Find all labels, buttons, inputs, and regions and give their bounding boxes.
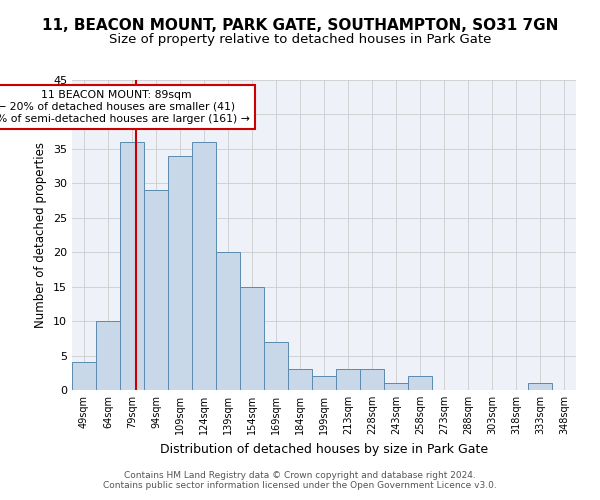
Bar bbox=[360, 370, 384, 390]
Bar bbox=[312, 376, 336, 390]
Y-axis label: Number of detached properties: Number of detached properties bbox=[34, 142, 47, 328]
Bar bbox=[168, 156, 192, 390]
Bar bbox=[264, 342, 288, 390]
Text: 11, BEACON MOUNT, PARK GATE, SOUTHAMPTON, SO31 7GN: 11, BEACON MOUNT, PARK GATE, SOUTHAMPTON… bbox=[42, 18, 558, 32]
Bar bbox=[288, 370, 312, 390]
Bar bbox=[192, 142, 216, 390]
Text: Contains HM Land Registry data © Crown copyright and database right 2024.
Contai: Contains HM Land Registry data © Crown c… bbox=[103, 470, 497, 490]
Bar bbox=[528, 383, 552, 390]
Bar bbox=[216, 252, 240, 390]
X-axis label: Distribution of detached houses by size in Park Gate: Distribution of detached houses by size … bbox=[160, 442, 488, 456]
Bar bbox=[96, 321, 120, 390]
Text: 11 BEACON MOUNT: 89sqm
← 20% of detached houses are smaller (41)
80% of semi-det: 11 BEACON MOUNT: 89sqm ← 20% of detached… bbox=[0, 90, 250, 124]
Text: Size of property relative to detached houses in Park Gate: Size of property relative to detached ho… bbox=[109, 32, 491, 46]
Bar bbox=[72, 362, 96, 390]
Bar bbox=[144, 190, 168, 390]
Bar bbox=[336, 370, 360, 390]
Bar bbox=[408, 376, 432, 390]
Bar bbox=[120, 142, 144, 390]
Bar bbox=[384, 383, 408, 390]
Bar bbox=[240, 286, 264, 390]
